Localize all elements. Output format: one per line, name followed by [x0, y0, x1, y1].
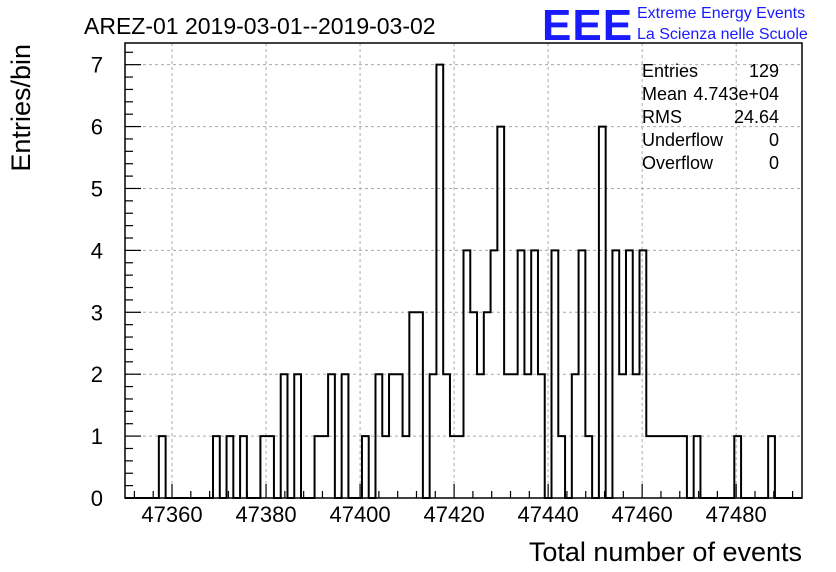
y-tick-label: 2: [91, 362, 103, 387]
stat-entries-value: 129: [749, 61, 779, 81]
y-tick-label: 4: [91, 238, 103, 263]
x-tick-label: 47480: [706, 502, 767, 527]
eee-logo: EEE Extreme Energy Events La Scienza nel…: [542, 1, 808, 50]
stat-overflow-value: 0: [769, 153, 779, 173]
y-axis-title: Entries/bin: [6, 44, 36, 172]
x-axis-ticks: 47360 47380 47400 47420 47440 47460 47480: [133, 484, 794, 527]
y-axis-ticks: 0 1 2 3 4 5 6 7: [91, 51, 141, 511]
stat-overflow-label: Overflow: [642, 153, 714, 173]
stat-underflow-value: 0: [769, 130, 779, 150]
chart-title: AREZ-01 2019-03-01--2019-03-02: [84, 13, 436, 39]
y-tick-label: 1: [91, 424, 103, 449]
x-tick-label: 47400: [329, 502, 390, 527]
x-tick-label: 47460: [612, 502, 673, 527]
logo-mark: EEE: [542, 1, 633, 50]
logo-line-1: Extreme Energy Events: [637, 5, 805, 22]
stat-rms-value: 24.64: [734, 107, 779, 127]
y-tick-label: 5: [91, 176, 103, 201]
stats-box: Entries 129 Mean 4.743e+04 RMS 24.64 Und…: [642, 61, 779, 173]
y-tick-label: 6: [91, 115, 103, 140]
stat-mean-label: Mean: [642, 84, 687, 104]
x-tick-label: 47360: [141, 502, 202, 527]
y-tick-label: 0: [91, 486, 103, 511]
logo-line-2: La Scienza nelle Scuole: [637, 26, 808, 43]
x-tick-label: 47380: [235, 502, 296, 527]
x-tick-label: 47440: [518, 502, 579, 527]
plot-frame: [124, 42, 803, 499]
stat-rms-label: RMS: [642, 107, 682, 127]
x-axis-title: Total number of events: [529, 537, 802, 567]
stat-mean-value: 4.743e+04: [693, 84, 779, 104]
x-tick-label: 47420: [424, 502, 485, 527]
y-tick-label: 3: [91, 300, 103, 325]
y-tick-label: 7: [91, 53, 103, 78]
stat-underflow-label: Underflow: [642, 130, 724, 150]
axes: [124, 42, 803, 499]
stat-entries-label: Entries: [642, 61, 698, 81]
